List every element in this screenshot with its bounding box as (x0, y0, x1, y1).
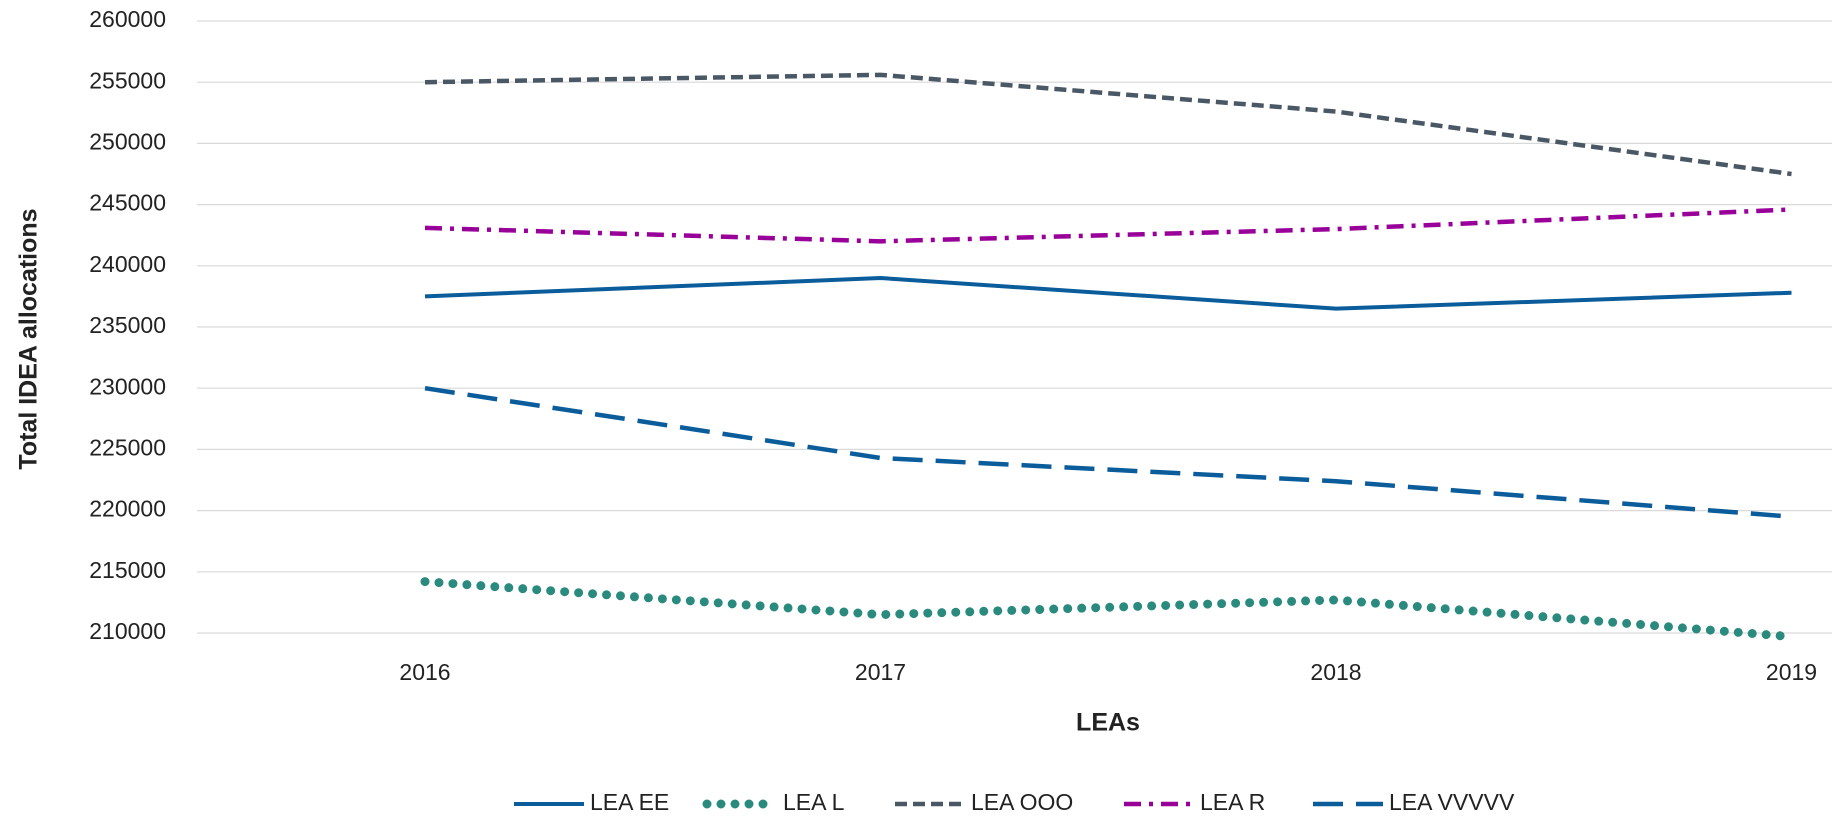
legend-label: LEA EE (590, 789, 669, 815)
y-axis-title: Total IDEA allocations (15, 208, 43, 469)
series-line (424, 276, 1792, 311)
series-line (424, 72, 1792, 177)
legend-label: LEA R (1200, 789, 1265, 815)
x-axis-title: LEAs (1076, 709, 1140, 737)
y-tick-label: 215000 (89, 557, 166, 583)
y-tick-label: 260000 (89, 6, 166, 32)
legend-label: LEA L (783, 789, 845, 815)
y-tick-label: 230000 (89, 373, 166, 399)
y-tick-label: 220000 (89, 496, 166, 522)
y-tick-label: 250000 (89, 128, 166, 154)
x-tick-label: 2016 (399, 659, 450, 685)
series-line (424, 207, 1792, 244)
legend-label: LEA OOO (971, 789, 1073, 815)
x-tick-label: 2018 (1310, 659, 1361, 685)
y-tick-label: 255000 (89, 67, 166, 93)
y-tick-label: 235000 (89, 312, 166, 338)
y-tick-label: 210000 (89, 618, 166, 644)
series-line (420, 577, 1796, 642)
y-tick-label: 225000 (89, 434, 166, 460)
legend-label: LEA VVVVV (1389, 789, 1515, 815)
y-tick-label: 240000 (89, 251, 166, 277)
x-tick-label: 2019 (1766, 659, 1817, 685)
x-tick-label: 2017 (855, 659, 906, 685)
series-line (424, 385, 1792, 519)
y-tick-label: 245000 (89, 190, 166, 216)
